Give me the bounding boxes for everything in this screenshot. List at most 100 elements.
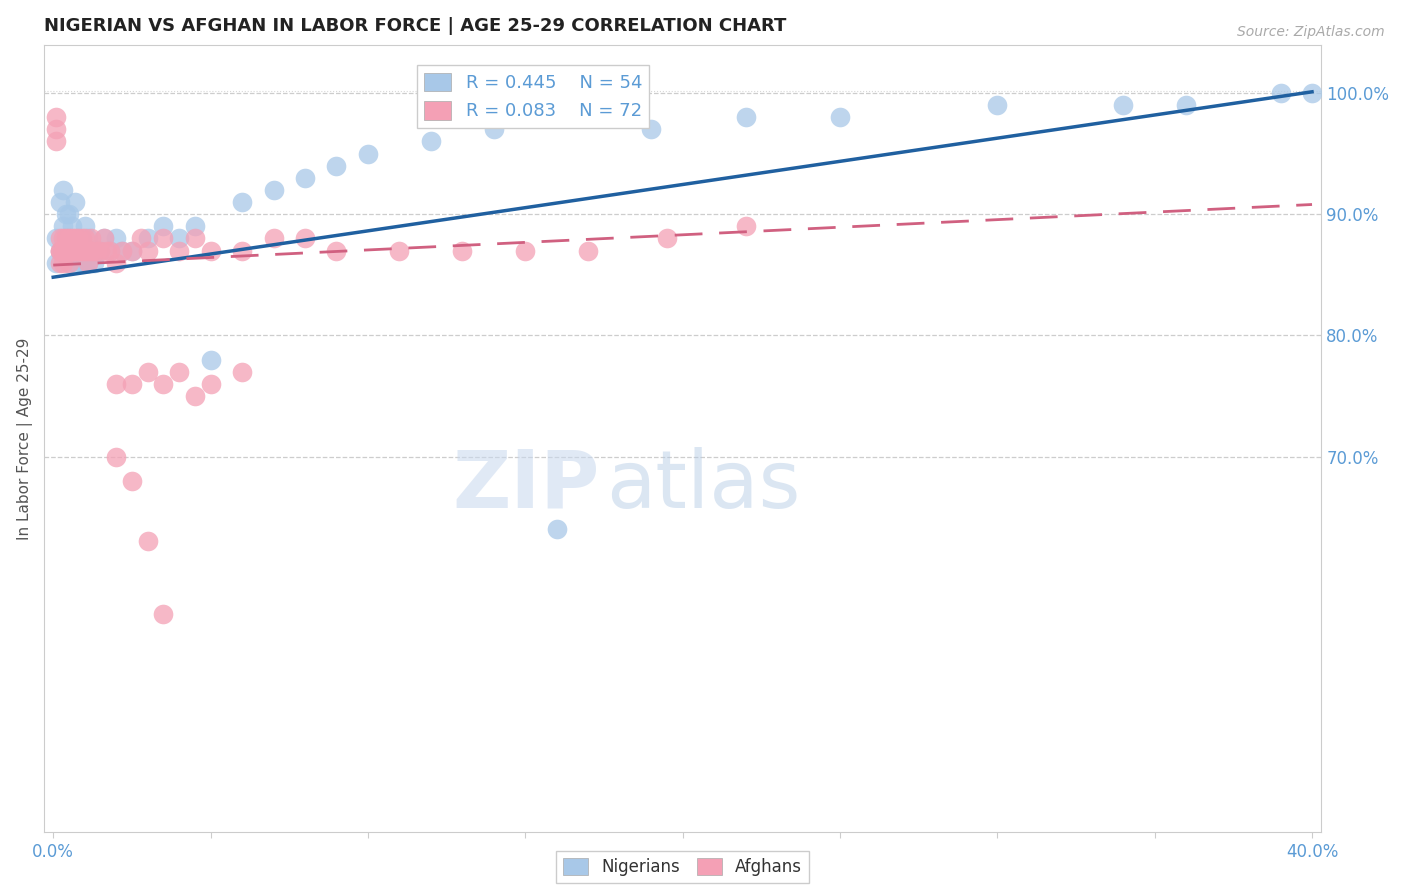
Point xyxy=(73,244,96,258)
Point xyxy=(546,522,568,536)
Point xyxy=(58,244,80,258)
Point xyxy=(48,231,70,245)
Point xyxy=(89,244,111,258)
Point xyxy=(131,231,153,245)
Point xyxy=(58,231,80,245)
Point xyxy=(45,110,67,124)
Point xyxy=(105,231,128,245)
Point xyxy=(1270,86,1292,100)
Point xyxy=(105,450,128,464)
Point xyxy=(76,231,98,245)
Point xyxy=(1301,86,1323,100)
Point xyxy=(67,231,90,245)
Point xyxy=(73,255,96,269)
Point xyxy=(167,231,190,245)
Point xyxy=(294,170,316,185)
Point xyxy=(1175,98,1198,112)
Point xyxy=(136,244,159,258)
Point xyxy=(67,231,90,245)
Point xyxy=(734,110,756,124)
Point xyxy=(60,219,83,234)
Point xyxy=(136,534,159,549)
Point xyxy=(55,244,77,258)
Text: ZIP: ZIP xyxy=(453,447,599,524)
Text: atlas: atlas xyxy=(606,447,800,524)
Point xyxy=(60,244,83,258)
Point xyxy=(80,231,103,245)
Point xyxy=(58,244,80,258)
Point xyxy=(55,244,77,258)
Point xyxy=(58,207,80,221)
Point xyxy=(419,135,441,149)
Point xyxy=(93,231,115,245)
Point xyxy=(200,376,222,391)
Point xyxy=(70,231,93,245)
Point xyxy=(52,244,75,258)
Point xyxy=(96,244,118,258)
Point xyxy=(65,244,87,258)
Point xyxy=(105,376,128,391)
Point xyxy=(76,244,98,258)
Point xyxy=(576,244,599,258)
Point xyxy=(152,231,174,245)
Point xyxy=(89,244,111,258)
Point xyxy=(152,376,174,391)
Point xyxy=(121,474,143,488)
Point xyxy=(121,244,143,258)
Point xyxy=(325,244,347,258)
Point xyxy=(294,231,316,245)
Y-axis label: In Labor Force | Age 25-29: In Labor Force | Age 25-29 xyxy=(17,337,32,540)
Point xyxy=(231,244,253,258)
Point xyxy=(65,231,87,245)
Point xyxy=(70,244,93,258)
Point xyxy=(58,255,80,269)
Point xyxy=(67,244,90,258)
Point xyxy=(83,244,105,258)
Point xyxy=(48,244,70,258)
Point xyxy=(80,244,103,258)
Text: NIGERIAN VS AFGHAN IN LABOR FORCE | AGE 25-29 CORRELATION CHART: NIGERIAN VS AFGHAN IN LABOR FORCE | AGE … xyxy=(44,17,786,35)
Point xyxy=(52,244,75,258)
Point xyxy=(45,135,67,149)
Point xyxy=(828,110,851,124)
Point xyxy=(45,122,67,136)
Point xyxy=(734,219,756,234)
Point xyxy=(152,607,174,621)
Point xyxy=(67,244,90,258)
Point xyxy=(70,244,93,258)
Point xyxy=(1112,98,1135,112)
Point xyxy=(55,231,77,245)
Point xyxy=(200,352,222,367)
Point xyxy=(60,244,83,258)
Point xyxy=(640,122,662,136)
Point xyxy=(52,231,75,245)
Point xyxy=(58,231,80,245)
Point xyxy=(48,244,70,258)
Point xyxy=(93,231,115,245)
Point xyxy=(263,183,285,197)
Point xyxy=(184,219,207,234)
Text: Source: ZipAtlas.com: Source: ZipAtlas.com xyxy=(1237,25,1385,39)
Point xyxy=(76,255,98,269)
Point xyxy=(231,195,253,210)
Point xyxy=(52,219,75,234)
Point xyxy=(86,244,108,258)
Point xyxy=(45,255,67,269)
Point xyxy=(105,255,128,269)
Point xyxy=(55,231,77,245)
Point xyxy=(200,244,222,258)
Point xyxy=(136,365,159,379)
Point xyxy=(76,255,98,269)
Point xyxy=(55,207,77,221)
Point xyxy=(65,244,87,258)
Point xyxy=(83,255,105,269)
Point xyxy=(73,231,96,245)
Point xyxy=(70,255,93,269)
Point xyxy=(58,255,80,269)
Point xyxy=(73,219,96,234)
Point xyxy=(184,389,207,403)
Point xyxy=(52,255,75,269)
Point xyxy=(48,244,70,258)
Point xyxy=(98,244,121,258)
Point xyxy=(152,219,174,234)
